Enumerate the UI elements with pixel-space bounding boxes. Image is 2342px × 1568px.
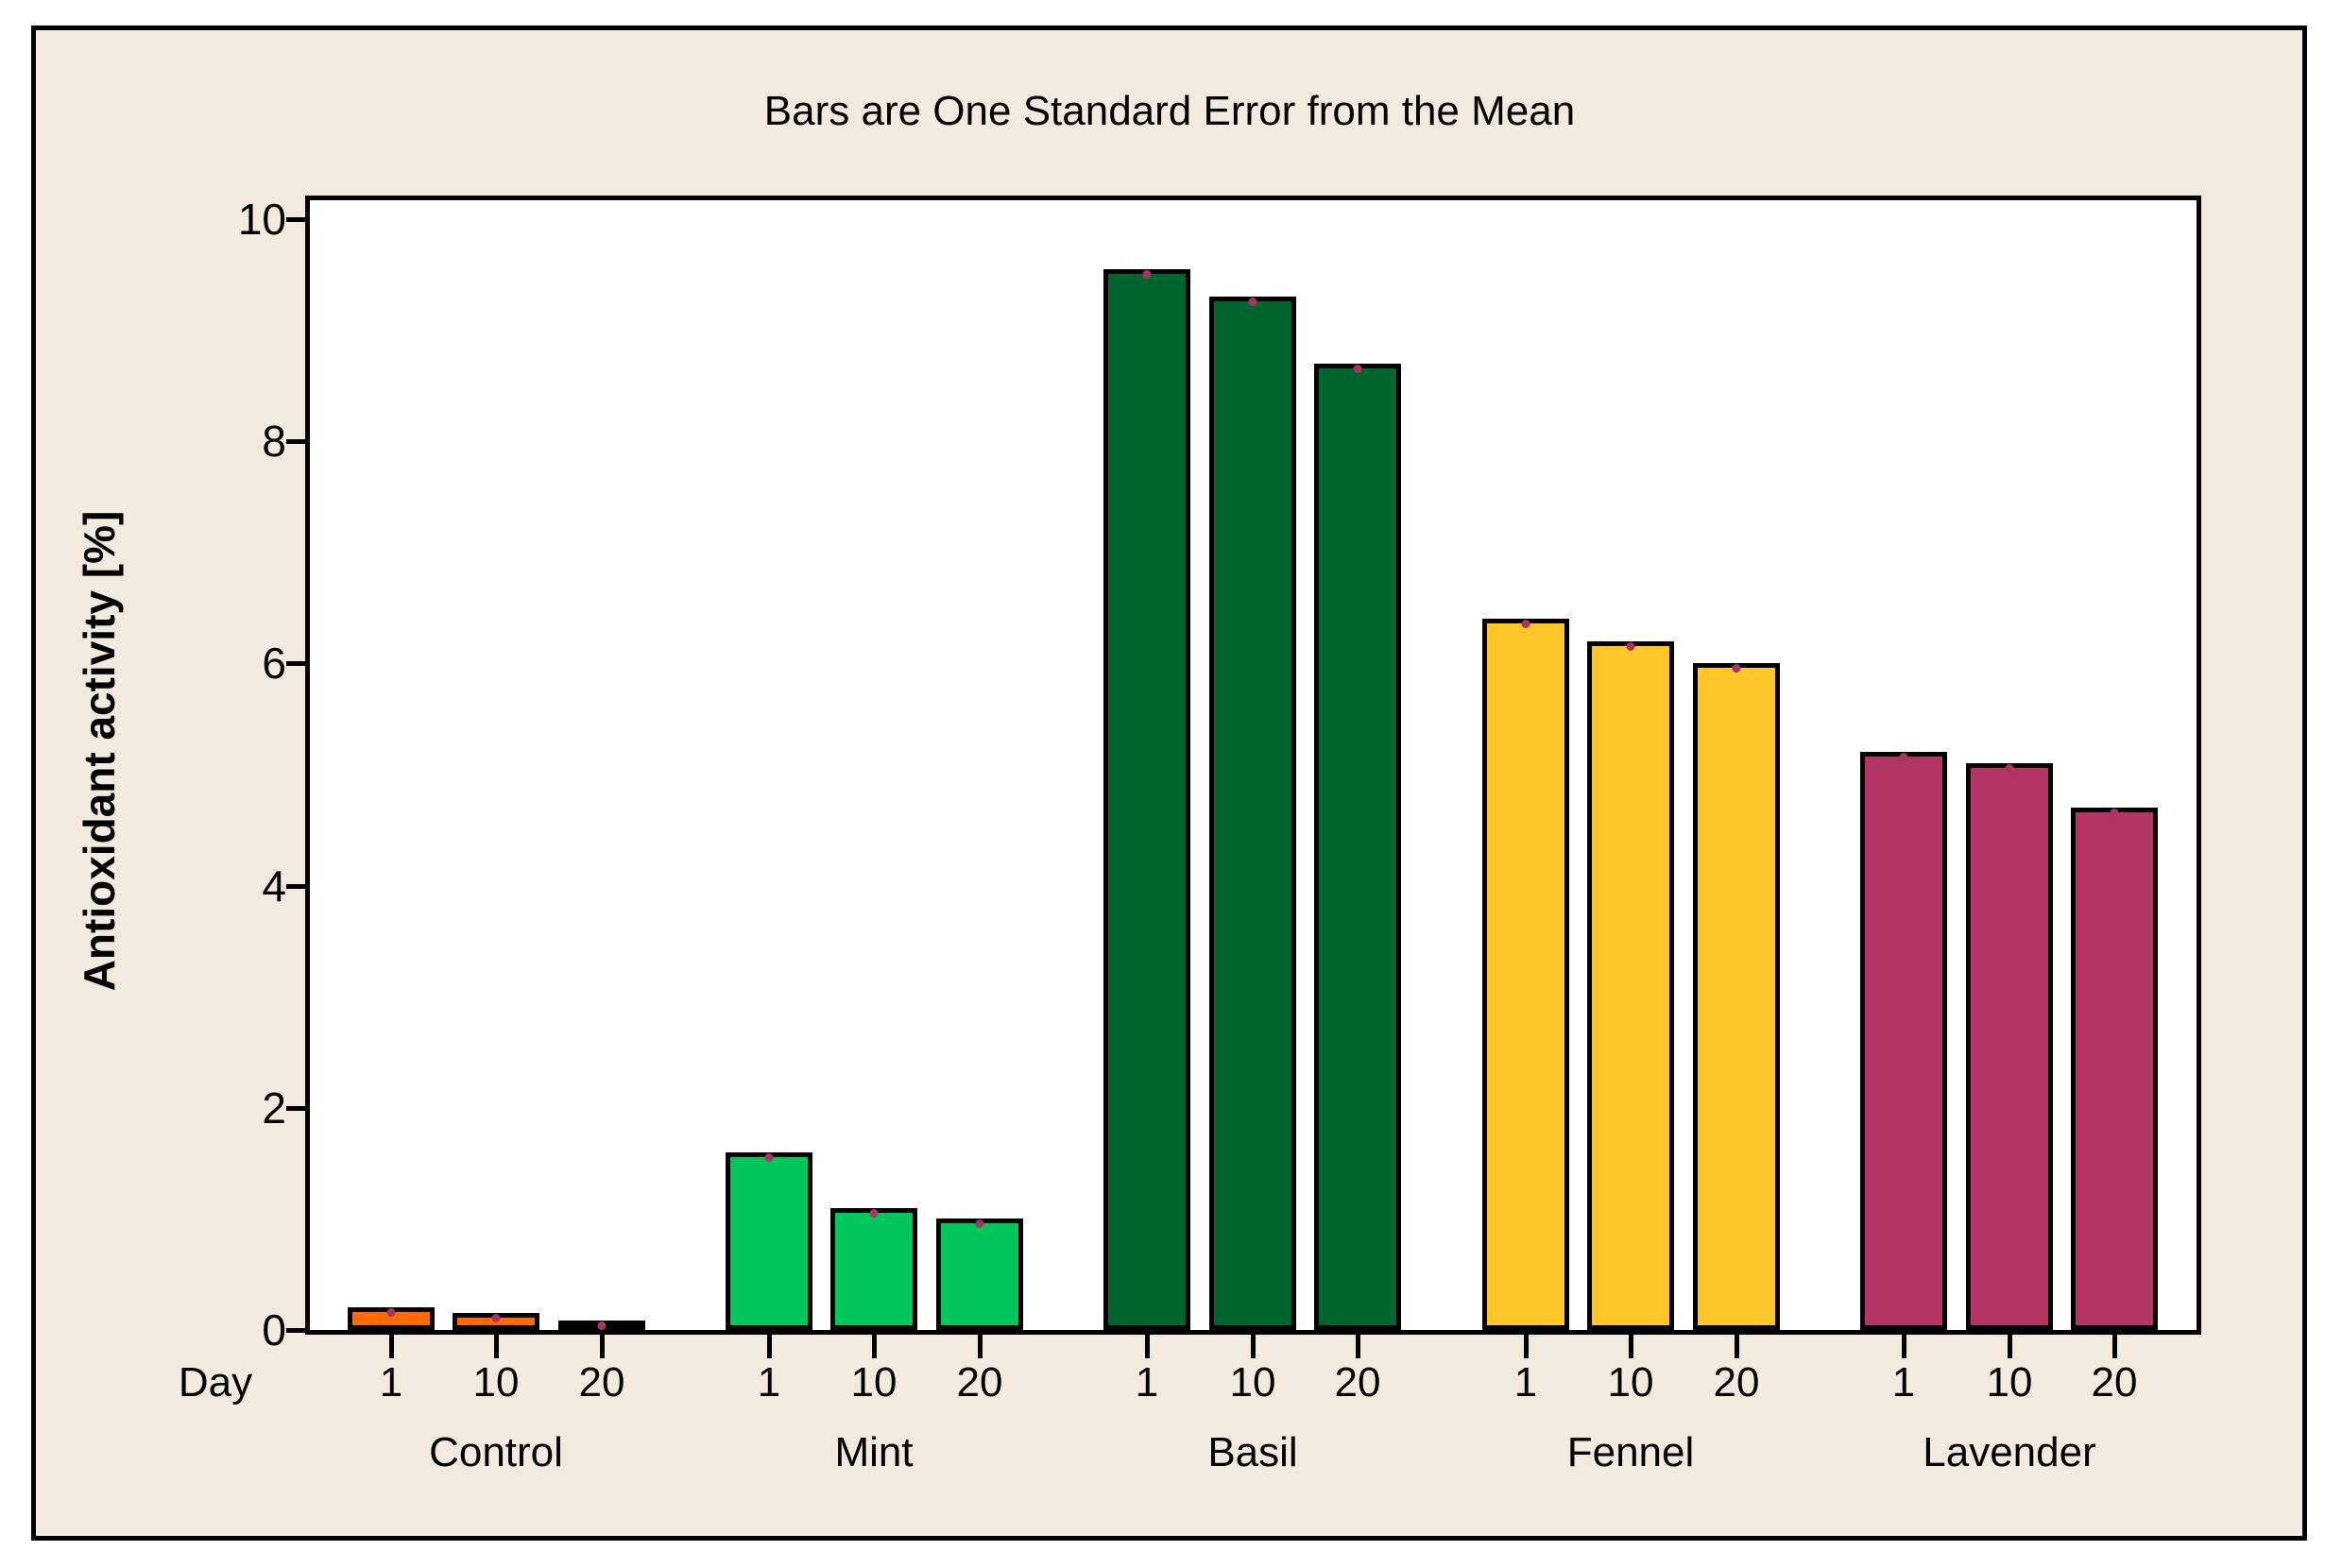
standard-error-marker: [1142, 270, 1152, 279]
standard-error-marker: [1732, 664, 1741, 673]
standard-error-marker: [1248, 298, 1257, 306]
y-axis-tick-label: 2: [262, 1083, 286, 1133]
day-tick-label: 1: [1891, 1359, 1916, 1406]
standard-error-marker: [869, 1209, 879, 1218]
x-axis-tick-mark: [1735, 1334, 1739, 1358]
day-tick-label: 20: [1334, 1359, 1381, 1406]
group-label-basil: Basil: [1207, 1429, 1298, 1475]
x-axis-tick-mark: [1629, 1334, 1633, 1358]
bar-basil-day-1: [1103, 269, 1190, 1330]
x-axis-tick-mark: [872, 1334, 877, 1358]
bar-control-day-10: [453, 1313, 539, 1330]
standard-error-marker: [764, 1153, 774, 1162]
group-label-control: Control: [429, 1429, 563, 1475]
bar-mint-day-20: [936, 1219, 1023, 1330]
bar-lavender-day-20: [2071, 808, 2158, 1330]
bar-fennel-day-20: [1693, 663, 1780, 1330]
x-axis-tick-mark: [767, 1334, 772, 1358]
day-tick-label: 10: [850, 1359, 897, 1406]
y-axis-tick-mark: [286, 1328, 305, 1333]
bar-basil-day-20: [1314, 364, 1401, 1330]
x-axis-tick-mark: [1356, 1334, 1360, 1358]
x-axis-tick-mark: [1145, 1334, 1150, 1358]
bar-fennel-day-10: [1587, 641, 1674, 1330]
bar-lavender-day-10: [1966, 763, 2053, 1330]
x-axis-tick-mark: [2008, 1334, 2012, 1358]
y-axis-title: Antioxidant activity [%]: [75, 510, 124, 992]
group-label-fennel: Fennel: [1566, 1429, 1695, 1475]
day-tick-label: 20: [578, 1359, 625, 1406]
standard-error-marker: [1521, 620, 1530, 628]
standard-error-marker: [2005, 764, 2014, 773]
bar-control-day-20: [558, 1321, 645, 1330]
x-axis-tick-mark: [1524, 1334, 1529, 1358]
y-axis-tick-label: 4: [262, 861, 286, 911]
plot-area: [305, 196, 2201, 1335]
y-axis-tick-label: 10: [237, 195, 286, 244]
x-axis-tick-mark: [389, 1334, 394, 1358]
y-axis-tick-mark: [286, 884, 305, 889]
y-axis-tick-mark: [286, 661, 305, 666]
day-tick-label: 20: [956, 1359, 1003, 1406]
day-tick-label: 1: [1513, 1359, 1538, 1406]
standard-error-marker: [1626, 642, 1635, 651]
day-tick-label: 1: [379, 1359, 403, 1406]
bar-fennel-day-1: [1482, 619, 1569, 1330]
group-label-mint: Mint: [834, 1429, 914, 1475]
x-axis-tick-mark: [2112, 1334, 2117, 1358]
y-axis-tick-label: 6: [262, 639, 286, 688]
standard-error-marker: [386, 1308, 396, 1317]
day-tick-label: 10: [1607, 1359, 1654, 1406]
y-axis-tick-label: 0: [262, 1305, 286, 1355]
x-axis-tick-mark: [978, 1334, 983, 1358]
x-axis-tick-mark: [494, 1334, 499, 1358]
day-tick-label: 20: [2091, 1359, 2138, 1406]
standard-error-marker: [491, 1314, 501, 1322]
y-axis-tick-mark: [286, 439, 305, 444]
x-axis-tick-mark: [1251, 1334, 1256, 1358]
bar-lavender-day-1: [1860, 752, 1947, 1330]
x-axis-tick-mark: [1902, 1334, 1906, 1358]
day-tick-label: 10: [1229, 1359, 1276, 1406]
bar-mint-day-10: [830, 1208, 917, 1330]
chart-title: Bars are One Standard Error from the Mea…: [763, 88, 1576, 134]
standard-error-marker: [2110, 809, 2119, 817]
bar-basil-day-10: [1209, 297, 1296, 1330]
day-tick-label: 1: [757, 1359, 781, 1406]
day-axis-prefix-label: Day: [178, 1359, 253, 1406]
group-label-lavender: Lavender: [1923, 1429, 2096, 1475]
day-tick-label: 10: [472, 1359, 520, 1406]
y-axis-tick-mark: [286, 1106, 305, 1111]
y-axis-tick-label: 8: [262, 417, 286, 466]
day-tick-label: 1: [1135, 1359, 1159, 1406]
bar-mint-day-1: [726, 1152, 812, 1330]
x-axis-tick-mark: [600, 1334, 605, 1358]
standard-error-marker: [1353, 365, 1362, 373]
y-axis-tick-mark: [286, 217, 305, 222]
bar-control-day-1: [348, 1307, 435, 1330]
standard-error-marker: [597, 1321, 607, 1330]
standard-error-marker: [1899, 753, 1908, 761]
day-tick-label: 10: [1986, 1359, 2033, 1406]
standard-error-marker: [975, 1219, 984, 1228]
day-tick-label: 20: [1713, 1359, 1760, 1406]
